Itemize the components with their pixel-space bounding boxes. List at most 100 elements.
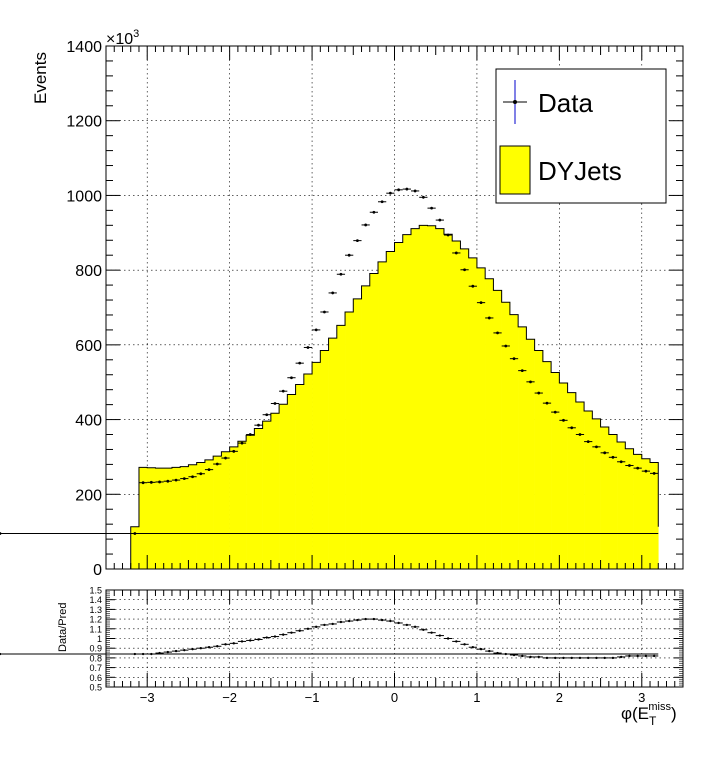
data-point-52 xyxy=(559,418,568,422)
dyjets-bin-4 xyxy=(163,468,173,569)
data-point-41 xyxy=(468,284,477,288)
dyjets-bin-59 xyxy=(617,441,626,569)
data-point-32 xyxy=(394,188,403,192)
dyjets-bin-19 xyxy=(287,394,296,569)
data-point-17 xyxy=(270,402,280,405)
ratio-point-31 xyxy=(386,619,395,623)
x-tick-label-1: −2 xyxy=(222,690,237,705)
dyjets-bin-49 xyxy=(534,350,544,569)
x-axis-label: φ(ETmiss) xyxy=(621,701,677,728)
ratio-point-15 xyxy=(254,638,263,641)
ratio-point-17 xyxy=(270,635,280,638)
x-tick-label-5: 2 xyxy=(556,690,563,705)
y-multiplier: ×103 xyxy=(106,28,139,48)
data-point-34 xyxy=(410,189,420,193)
ratio-point-19 xyxy=(287,631,296,634)
data-point-59 xyxy=(617,460,626,464)
main-axis-ticks: 0 200 400 600 800 1000 1200 1400 xyxy=(66,39,684,579)
dyjets-bin-60 xyxy=(625,448,634,569)
dyjets-bin-47 xyxy=(518,326,527,569)
data-point-25 xyxy=(336,272,346,276)
ratio-point-50 xyxy=(542,656,552,660)
dyjets-bin-61 xyxy=(633,454,643,569)
main-y-tick-label-0: 0 xyxy=(93,562,102,579)
dyjets-bin-56 xyxy=(592,418,601,569)
dyjets-bin-55 xyxy=(584,410,593,569)
ratio-y-tick-label-1: 0.6 xyxy=(89,673,102,683)
main-y-tick-label-7: 1400 xyxy=(66,39,102,56)
dyjets-bin-63 xyxy=(650,462,659,569)
dyjets-histogram xyxy=(130,224,659,570)
ratio-y-tick-label-7: 1.2 xyxy=(89,615,102,625)
dyjets-bin-43 xyxy=(485,278,494,569)
data-point-26 xyxy=(345,253,354,257)
dyjets-bin-45 xyxy=(501,302,511,569)
ratio-point-11 xyxy=(221,643,230,646)
ratio-y-tick-label-5: 1 xyxy=(97,634,102,644)
legend: Data DYJets xyxy=(495,68,667,204)
dyjets-bin-39 xyxy=(452,241,461,570)
legend-data-marker xyxy=(513,100,517,104)
data-point-64 xyxy=(0,532,659,535)
dyjets-bin-31 xyxy=(386,251,395,569)
data-point-30 xyxy=(378,200,387,204)
dyjets-outline xyxy=(130,224,659,569)
ratio-point-47 xyxy=(518,654,527,658)
ratio-point-12 xyxy=(229,642,238,645)
data-point-5 xyxy=(171,478,181,482)
data-point-54 xyxy=(575,433,585,436)
dyjets-bin-9 xyxy=(204,459,214,569)
dyjets-bin-28 xyxy=(361,285,371,569)
data-points xyxy=(0,187,659,535)
ratio-point-22 xyxy=(312,625,321,629)
dyjets-bin-7 xyxy=(188,464,197,569)
ratio-point-60 xyxy=(625,654,634,658)
ratio-point-24 xyxy=(328,622,337,626)
dyjets-bin-5 xyxy=(171,467,181,569)
x-tick-label-3: 0 xyxy=(391,690,398,705)
data-point-2 xyxy=(147,480,156,484)
ratio-point-34 xyxy=(410,625,420,629)
main-y-tick-label-2: 400 xyxy=(75,413,102,430)
data-point-61 xyxy=(633,466,642,470)
data-point-22 xyxy=(312,328,321,332)
dyjets-bin-1 xyxy=(138,467,148,569)
x-tick-label-0: −3 xyxy=(140,690,155,705)
data-point-21 xyxy=(303,346,313,349)
ratio-y-tick-label-2: 0.7 xyxy=(89,663,102,673)
ratio-point-62 xyxy=(641,654,651,658)
data-point-24 xyxy=(328,291,337,295)
main-y-tick-label-1: 200 xyxy=(75,487,102,504)
data-point-60 xyxy=(625,464,634,467)
dyjets-bin-13 xyxy=(237,441,247,569)
data-point-15 xyxy=(254,423,263,427)
ratio-point-20 xyxy=(295,629,304,632)
dyjets-bin-35 xyxy=(419,225,428,570)
data-point-27 xyxy=(353,239,362,243)
dyjets-bin-58 xyxy=(608,434,618,569)
dyjets-bin-16 xyxy=(262,421,272,569)
x-tick-label-4: 1 xyxy=(473,690,480,705)
legend-data-label: Data xyxy=(538,88,593,118)
dyjets-bin-17 xyxy=(270,413,280,569)
data-point-23 xyxy=(320,310,329,314)
dyjets-bin-8 xyxy=(196,462,206,569)
data-point-51 xyxy=(551,410,560,414)
data-point-47 xyxy=(518,369,527,373)
ratio-point-36 xyxy=(427,631,436,634)
ratio-point-16 xyxy=(262,636,271,639)
data-point-3 xyxy=(155,480,164,484)
ratio-y-tick-label-8: 1.3 xyxy=(89,605,102,615)
ratio-point-42 xyxy=(476,647,486,651)
data-point-36 xyxy=(427,206,436,210)
ratio-point-56 xyxy=(592,656,601,660)
ratio-point-52 xyxy=(559,656,568,660)
ratio-y-tick-label-3: 0.8 xyxy=(89,653,102,663)
data-point-45 xyxy=(501,344,510,348)
data-point-12 xyxy=(229,449,238,453)
dyjets-bin-26 xyxy=(345,311,354,569)
dyjets-bin-41 xyxy=(468,257,478,569)
ratio-point-43 xyxy=(485,649,494,653)
ratio-point-58 xyxy=(608,656,618,660)
